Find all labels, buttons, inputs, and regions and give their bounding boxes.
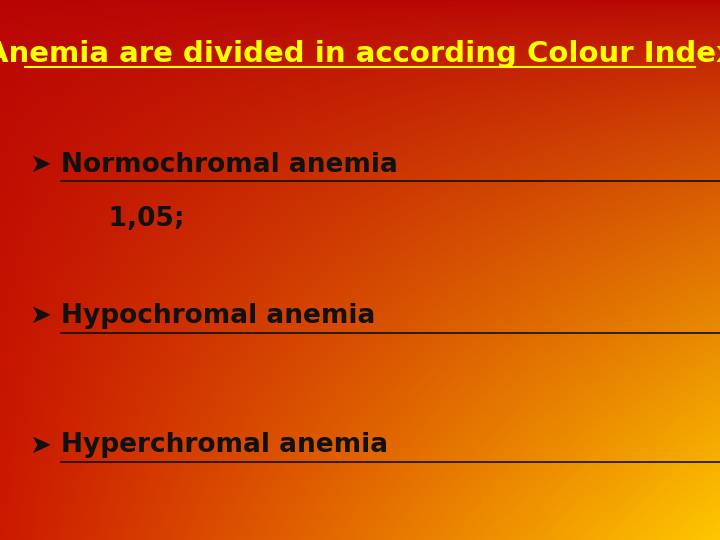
- Text: ➤: ➤: [29, 303, 51, 329]
- Text: Hyperchromal anemia: Hyperchromal anemia: [61, 433, 388, 458]
- Text: ➤: ➤: [29, 152, 51, 178]
- Text: ➤: ➤: [29, 433, 51, 458]
- Text: 1,05;: 1,05;: [72, 206, 184, 232]
- Text: Anemia are divided in according Colour Index: Anemia are divided in according Colour I…: [0, 40, 720, 69]
- Text: Normochromal anemia: Normochromal anemia: [61, 152, 398, 178]
- Text: Hypochromal anemia: Hypochromal anemia: [61, 303, 376, 329]
